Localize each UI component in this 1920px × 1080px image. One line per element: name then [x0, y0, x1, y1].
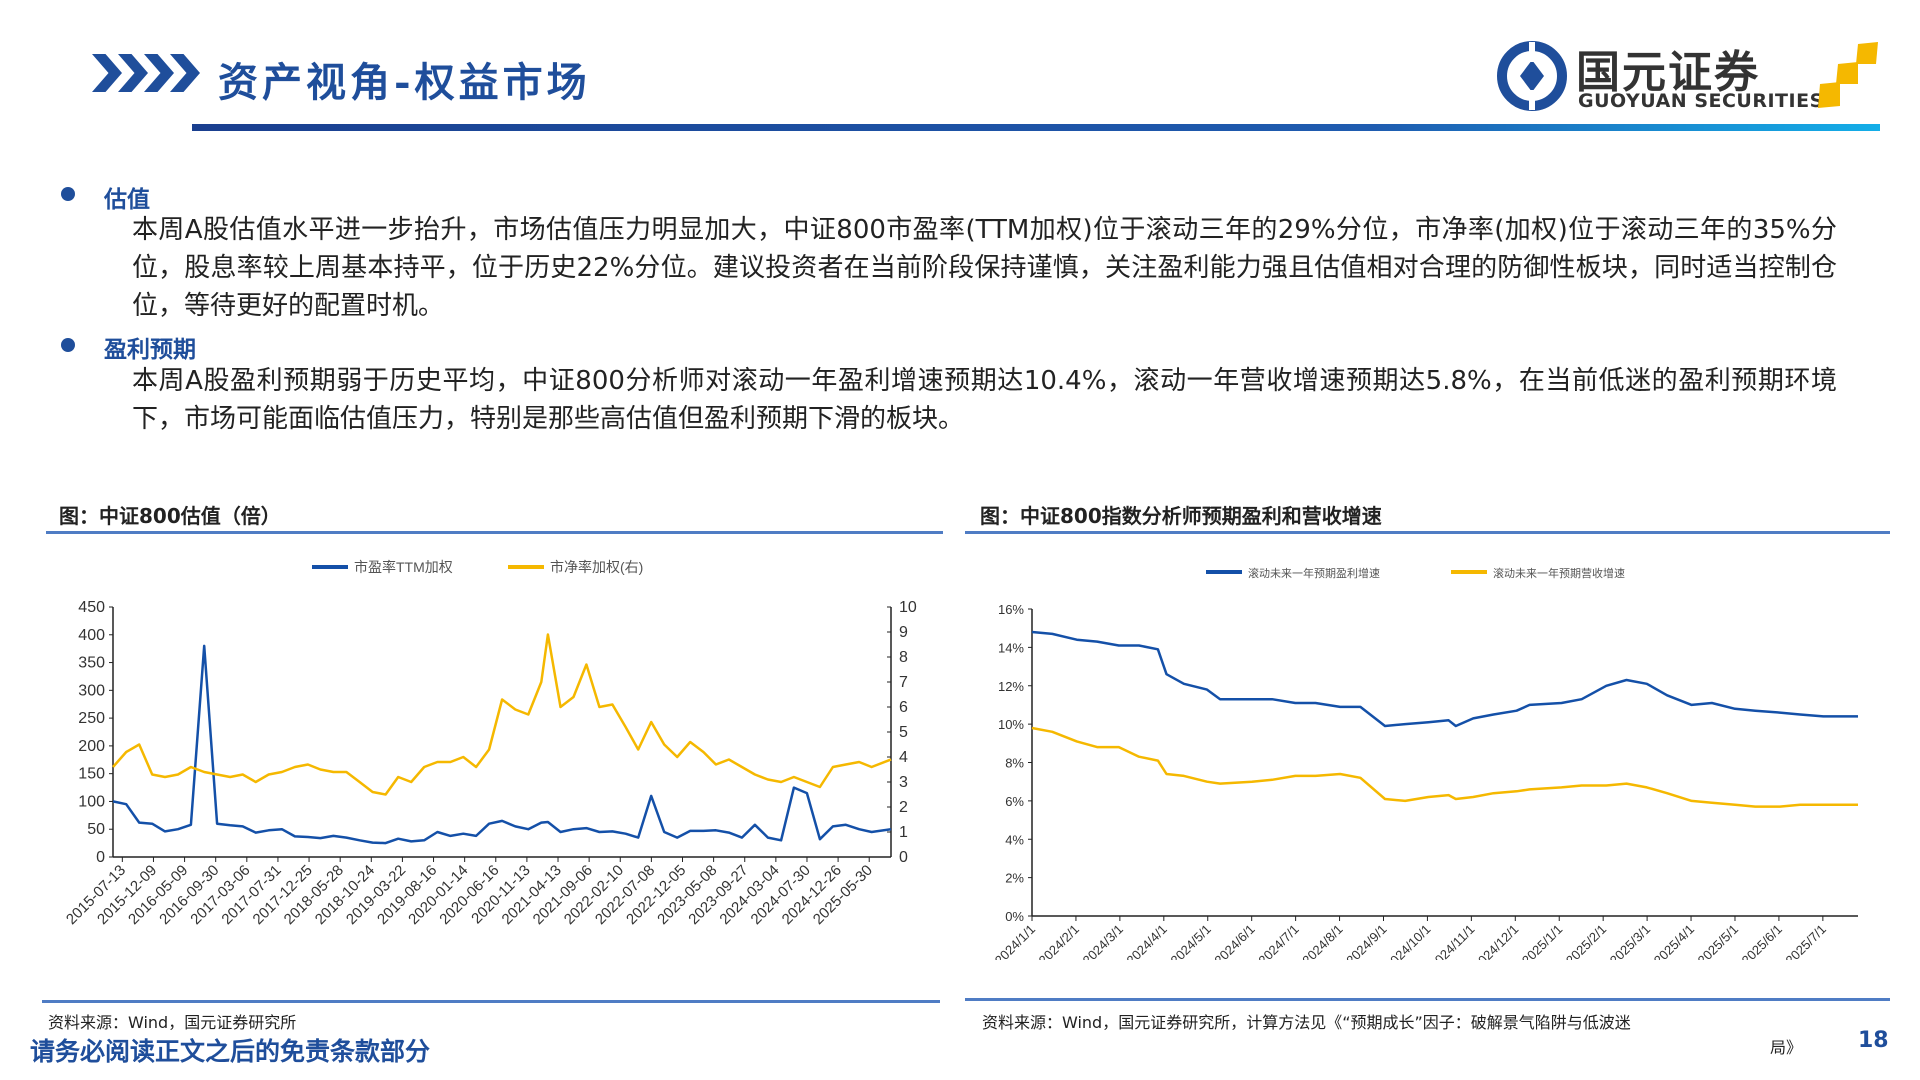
chart-title-earnings: 图：中证800指数分析师预期盈利和营收增速: [980, 504, 1382, 528]
y-right-tick-label: 4: [899, 749, 908, 766]
y-right-tick-label: 7: [899, 674, 908, 691]
legend-label: 市盈率TTM加权: [354, 559, 453, 575]
header-divider: [192, 124, 1880, 131]
chart-title-valuation: 图：中证800估值（倍）: [59, 504, 281, 528]
x-tick-label: 2024/6/1: [1211, 922, 1257, 960]
y-right-tick-label: 3: [899, 774, 908, 791]
y-tick-label: 300: [78, 682, 105, 699]
chevron-icon: [118, 54, 148, 92]
y-tick-label: 10%: [998, 717, 1024, 732]
y-tick-label: 2%: [1005, 871, 1024, 886]
x-tick-label: 2024/2/1: [1036, 922, 1082, 960]
y-tick-label: 16%: [998, 602, 1024, 617]
chevron-icon: [170, 54, 200, 92]
y-right-tick-label: 0: [899, 849, 908, 866]
y-right-tick-label: 8: [899, 649, 908, 666]
y-tick-label: 12%: [998, 679, 1024, 694]
y-right-tick-label: 9: [899, 624, 908, 641]
y-tick-label: 0: [96, 849, 105, 866]
y-right-tick-label: 10: [899, 599, 917, 616]
logo-squares-icon: [1818, 42, 1878, 108]
y-tick-label: 450: [78, 599, 105, 616]
source-note-right-cont: 局》: [1770, 1038, 1803, 1057]
company-logo: 国元证券 GUOYUAN SECURITIES: [1496, 36, 1880, 116]
x-tick-label: 2024/1/1: [992, 922, 1038, 960]
y-tick-label: 50: [87, 821, 105, 838]
section-text-valuation: 本周A股估值水平进一步抬升，市场估值压力明显加大，中证800市盈率(TTM加权)…: [132, 215, 1837, 321]
footer-divider: [965, 998, 1890, 1001]
x-tick-label: 2024/12/1: [1470, 922, 1522, 960]
x-tick-label: 2024/11/1: [1427, 922, 1478, 960]
y-tick-label: 100: [78, 793, 105, 810]
y-right-tick-label: 6: [899, 699, 908, 716]
x-tick-label: 2025/5/1: [1695, 922, 1741, 960]
section-text-earnings: 本周A股盈利预期弱于历史平均，中证800分析师对滚动一年盈利增速预期达10.4%…: [132, 366, 1837, 434]
legend-label: 市净率加权(右): [550, 559, 643, 575]
bullet-icon: [61, 187, 75, 201]
x-tick-label: 2024/4/1: [1124, 922, 1170, 960]
section-heading-earnings: 盈利预期: [104, 337, 196, 363]
section-heading-valuation: 估值: [104, 187, 150, 213]
x-tick-label: 2024/10/1: [1382, 922, 1434, 960]
y-tick-label: 0%: [1005, 909, 1024, 924]
disclaimer-link[interactable]: 请务必阅读正文之后的免责条款部分: [30, 1037, 431, 1066]
bullet-icon: [61, 338, 75, 352]
x-tick-label: 2025/2/1: [1563, 922, 1609, 960]
logo-text-cn: 国元证券: [1576, 47, 1760, 98]
series-line-1: [1031, 726, 1858, 808]
y-tick-label: 200: [78, 738, 105, 755]
series-line-0: [112, 644, 892, 845]
x-tick-label: 2024/3/1: [1080, 922, 1126, 960]
page-title: 资产视角-权益市场: [218, 59, 591, 106]
logo-text-en: GUOYUAN SECURITIES: [1578, 90, 1824, 112]
x-tick-label: 2025/7/1: [1783, 922, 1829, 960]
series-line-0: [1031, 630, 1858, 728]
page-number: 18: [1858, 1028, 1889, 1053]
chart-title-divider: [46, 531, 943, 534]
logo-emblem-icon: [1497, 41, 1567, 111]
chart-title-divider: [965, 531, 1890, 534]
y-tick-label: 350: [78, 655, 105, 672]
x-tick-label: 2024/7/1: [1255, 922, 1301, 960]
series-line-1: [112, 633, 892, 796]
x-tick-label: 2024/9/1: [1343, 922, 1389, 960]
chevron-icon: [92, 54, 122, 92]
y-tick-label: 250: [78, 710, 105, 727]
x-tick-label: 2025/4/1: [1651, 922, 1697, 960]
source-note-right: 资料来源：Wind，国元证券研究所，计算方法见《“预期成长”因子：破解景气陷阱与…: [982, 1013, 1631, 1032]
y-tick-label: 4%: [1005, 832, 1024, 847]
x-tick-label: 2024/8/1: [1299, 922, 1345, 960]
y-right-tick-label: 2: [899, 799, 908, 816]
x-tick-label: 2024/5/1: [1167, 922, 1213, 960]
earnings-chart: 0%2%4%6%8%10%12%14%16%2024/1/12024/2/120…: [992, 566, 1859, 960]
legend-label: 滚动未来一年预期营收增速: [1493, 566, 1625, 580]
y-right-tick-label: 1: [899, 824, 908, 841]
y-tick-label: 14%: [998, 640, 1024, 655]
y-tick-label: 8%: [1005, 756, 1024, 771]
x-tick-label: 2025/1/1: [1519, 922, 1565, 960]
footer-divider: [42, 1000, 940, 1003]
y-tick-label: 400: [78, 627, 105, 644]
legend-label: 滚动未来一年预期盈利增速: [1248, 566, 1380, 580]
x-tick-label: 2025/3/1: [1607, 922, 1653, 960]
chevron-icon: [144, 54, 174, 92]
y-tick-label: 150: [78, 766, 105, 783]
y-tick-label: 6%: [1005, 794, 1024, 809]
x-tick-label: 2025/6/1: [1739, 922, 1785, 960]
valuation-chart: 0501001502002503003504004500123456789102…: [63, 559, 917, 928]
y-right-tick-label: 5: [899, 724, 908, 741]
source-note-left: 资料来源：Wind，国元证券研究所: [48, 1013, 297, 1032]
